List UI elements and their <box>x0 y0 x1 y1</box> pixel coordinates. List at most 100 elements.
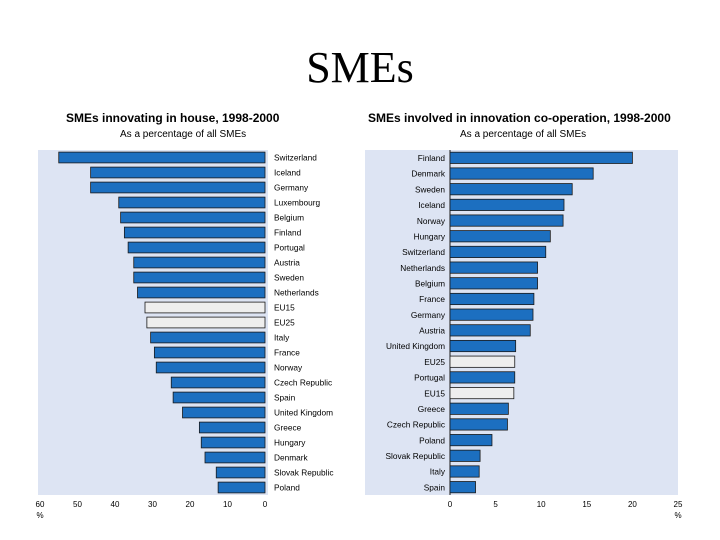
left-category-label: Austria <box>274 258 300 268</box>
right-bar-portugal <box>449 371 516 384</box>
right-category-label: Iceland <box>418 200 445 210</box>
right-category-label: Netherlands <box>400 263 445 273</box>
right-bar-slovak-republic <box>449 449 481 462</box>
left-category-label: Belgium <box>274 213 304 223</box>
right-axis-unit: % <box>674 511 681 520</box>
left-category-label: Hungary <box>274 438 306 448</box>
left-category-label: EU15 <box>274 303 295 313</box>
right-category-label: Poland <box>419 435 445 445</box>
right-tick-label: 0 <box>448 500 453 509</box>
left-bar-eu25 <box>146 316 266 329</box>
right-category-label: Austria <box>419 326 445 336</box>
left-category-label: Portugal <box>274 243 305 253</box>
left-tick-label: 10 <box>223 500 232 509</box>
right-category-label: United Kingdom <box>386 341 445 351</box>
left-bar-denmark <box>204 451 266 464</box>
right-category-label: Switzerland <box>402 247 445 257</box>
left-bar-czech-republic <box>170 376 266 389</box>
left-category-label: Germany <box>274 183 309 193</box>
left-tick-label: 60 <box>36 500 45 509</box>
left-category-label: Netherlands <box>274 288 319 298</box>
right-bar-czech-republic <box>449 418 508 431</box>
left-bar-united-kingdom <box>182 406 266 419</box>
left-category-label: Slovak Republic <box>274 468 334 478</box>
right-bar-eu25 <box>449 355 516 368</box>
right-bar-united-kingdom <box>449 339 517 353</box>
right-category-label: Germany <box>411 310 446 320</box>
right-bar-iceland <box>449 198 565 211</box>
left-bar-norway <box>155 361 266 374</box>
left-tick-label: 0 <box>263 500 268 509</box>
left-bar-austria <box>133 256 266 269</box>
right-bar-sweden <box>449 183 573 196</box>
right-bar-finland <box>449 151 633 164</box>
right-bar-poland <box>449 434 493 447</box>
right-category-label: EU15 <box>424 388 445 398</box>
left-bar-portugal <box>127 241 266 254</box>
right-bar-switzerland <box>449 245 547 258</box>
right-bar-eu15 <box>449 387 515 400</box>
left-category-label: EU25 <box>274 318 295 328</box>
right-category-label: EU25 <box>424 357 445 367</box>
left-category-label: Greece <box>274 423 302 433</box>
left-category-label: Norway <box>274 363 303 373</box>
left-axis-unit: % <box>36 511 43 520</box>
left-bar-belgium <box>120 211 266 224</box>
right-bar-austria <box>449 324 531 337</box>
right-category-label: Sweden <box>415 184 445 194</box>
right-tick-label: 15 <box>582 500 591 509</box>
right-category-label: Greece <box>418 404 446 414</box>
left-tick-label: 50 <box>73 500 82 509</box>
left-bar-netherlands <box>137 286 266 299</box>
left-category-label: Italy <box>274 333 290 343</box>
right-category-label: Belgium <box>415 278 445 288</box>
right-tick-label: 5 <box>493 500 498 509</box>
left-category-label: Poland <box>274 483 300 493</box>
left-bar-spain <box>172 391 266 404</box>
left-bar-switzerland <box>58 151 266 164</box>
left-bar-poland <box>217 481 266 494</box>
left-category-label: Denmark <box>274 453 309 463</box>
right-bar-france <box>449 292 535 306</box>
right-category-label: France <box>419 294 445 304</box>
left-category-label: Sweden <box>274 273 304 283</box>
right-chart-title: SMEs involved in innovation co-operation… <box>368 111 671 125</box>
right-category-label: Spain <box>424 482 446 492</box>
right-bar-belgium <box>449 277 538 290</box>
right-bar-italy <box>449 465 480 478</box>
right-category-label: Portugal <box>414 373 445 383</box>
right-bar-hungary <box>449 230 551 243</box>
left-bar-eu15 <box>144 301 266 314</box>
right-category-label: Denmark <box>411 169 446 179</box>
left-bar-sweden <box>133 271 266 284</box>
left-category-label: Luxembourg <box>274 198 321 208</box>
right-category-label: Italy <box>430 467 446 477</box>
right-category-label: Finland <box>418 153 446 163</box>
right-bar-greece <box>449 402 509 415</box>
right-bar-norway <box>449 214 564 227</box>
left-bar-greece <box>198 421 266 434</box>
right-bar-denmark <box>449 167 594 180</box>
left-bar-finland <box>123 226 266 239</box>
right-bar-germany <box>449 308 534 321</box>
slide-title: SMEs <box>306 43 414 92</box>
right-chart-subtitle: As a percentage of all SMEs <box>460 129 587 140</box>
left-category-label: Spain <box>274 393 296 403</box>
left-chart-title: SMEs innovating in house, 1998-2000 <box>66 111 280 125</box>
left-bar-germany <box>90 181 266 194</box>
right-category-label: Norway <box>417 216 446 226</box>
left-category-label: Czech Republic <box>274 378 332 388</box>
left-bar-hungary <box>200 436 266 449</box>
left-tick-label: 40 <box>111 500 120 509</box>
left-bar-slovak-republic <box>215 466 266 479</box>
right-category-label: Hungary <box>414 231 446 241</box>
right-category-label: Slovak Republic <box>386 451 446 461</box>
left-bar-luxembourg <box>118 196 266 209</box>
left-category-label: Finland <box>274 228 302 238</box>
left-bar-italy <box>150 331 266 344</box>
left-category-label: Switzerland <box>274 153 317 163</box>
left-chart-subtitle: As a percentage of all SMEs <box>120 129 247 140</box>
left-bar-iceland <box>90 166 266 179</box>
right-tick-label: 20 <box>628 500 637 509</box>
